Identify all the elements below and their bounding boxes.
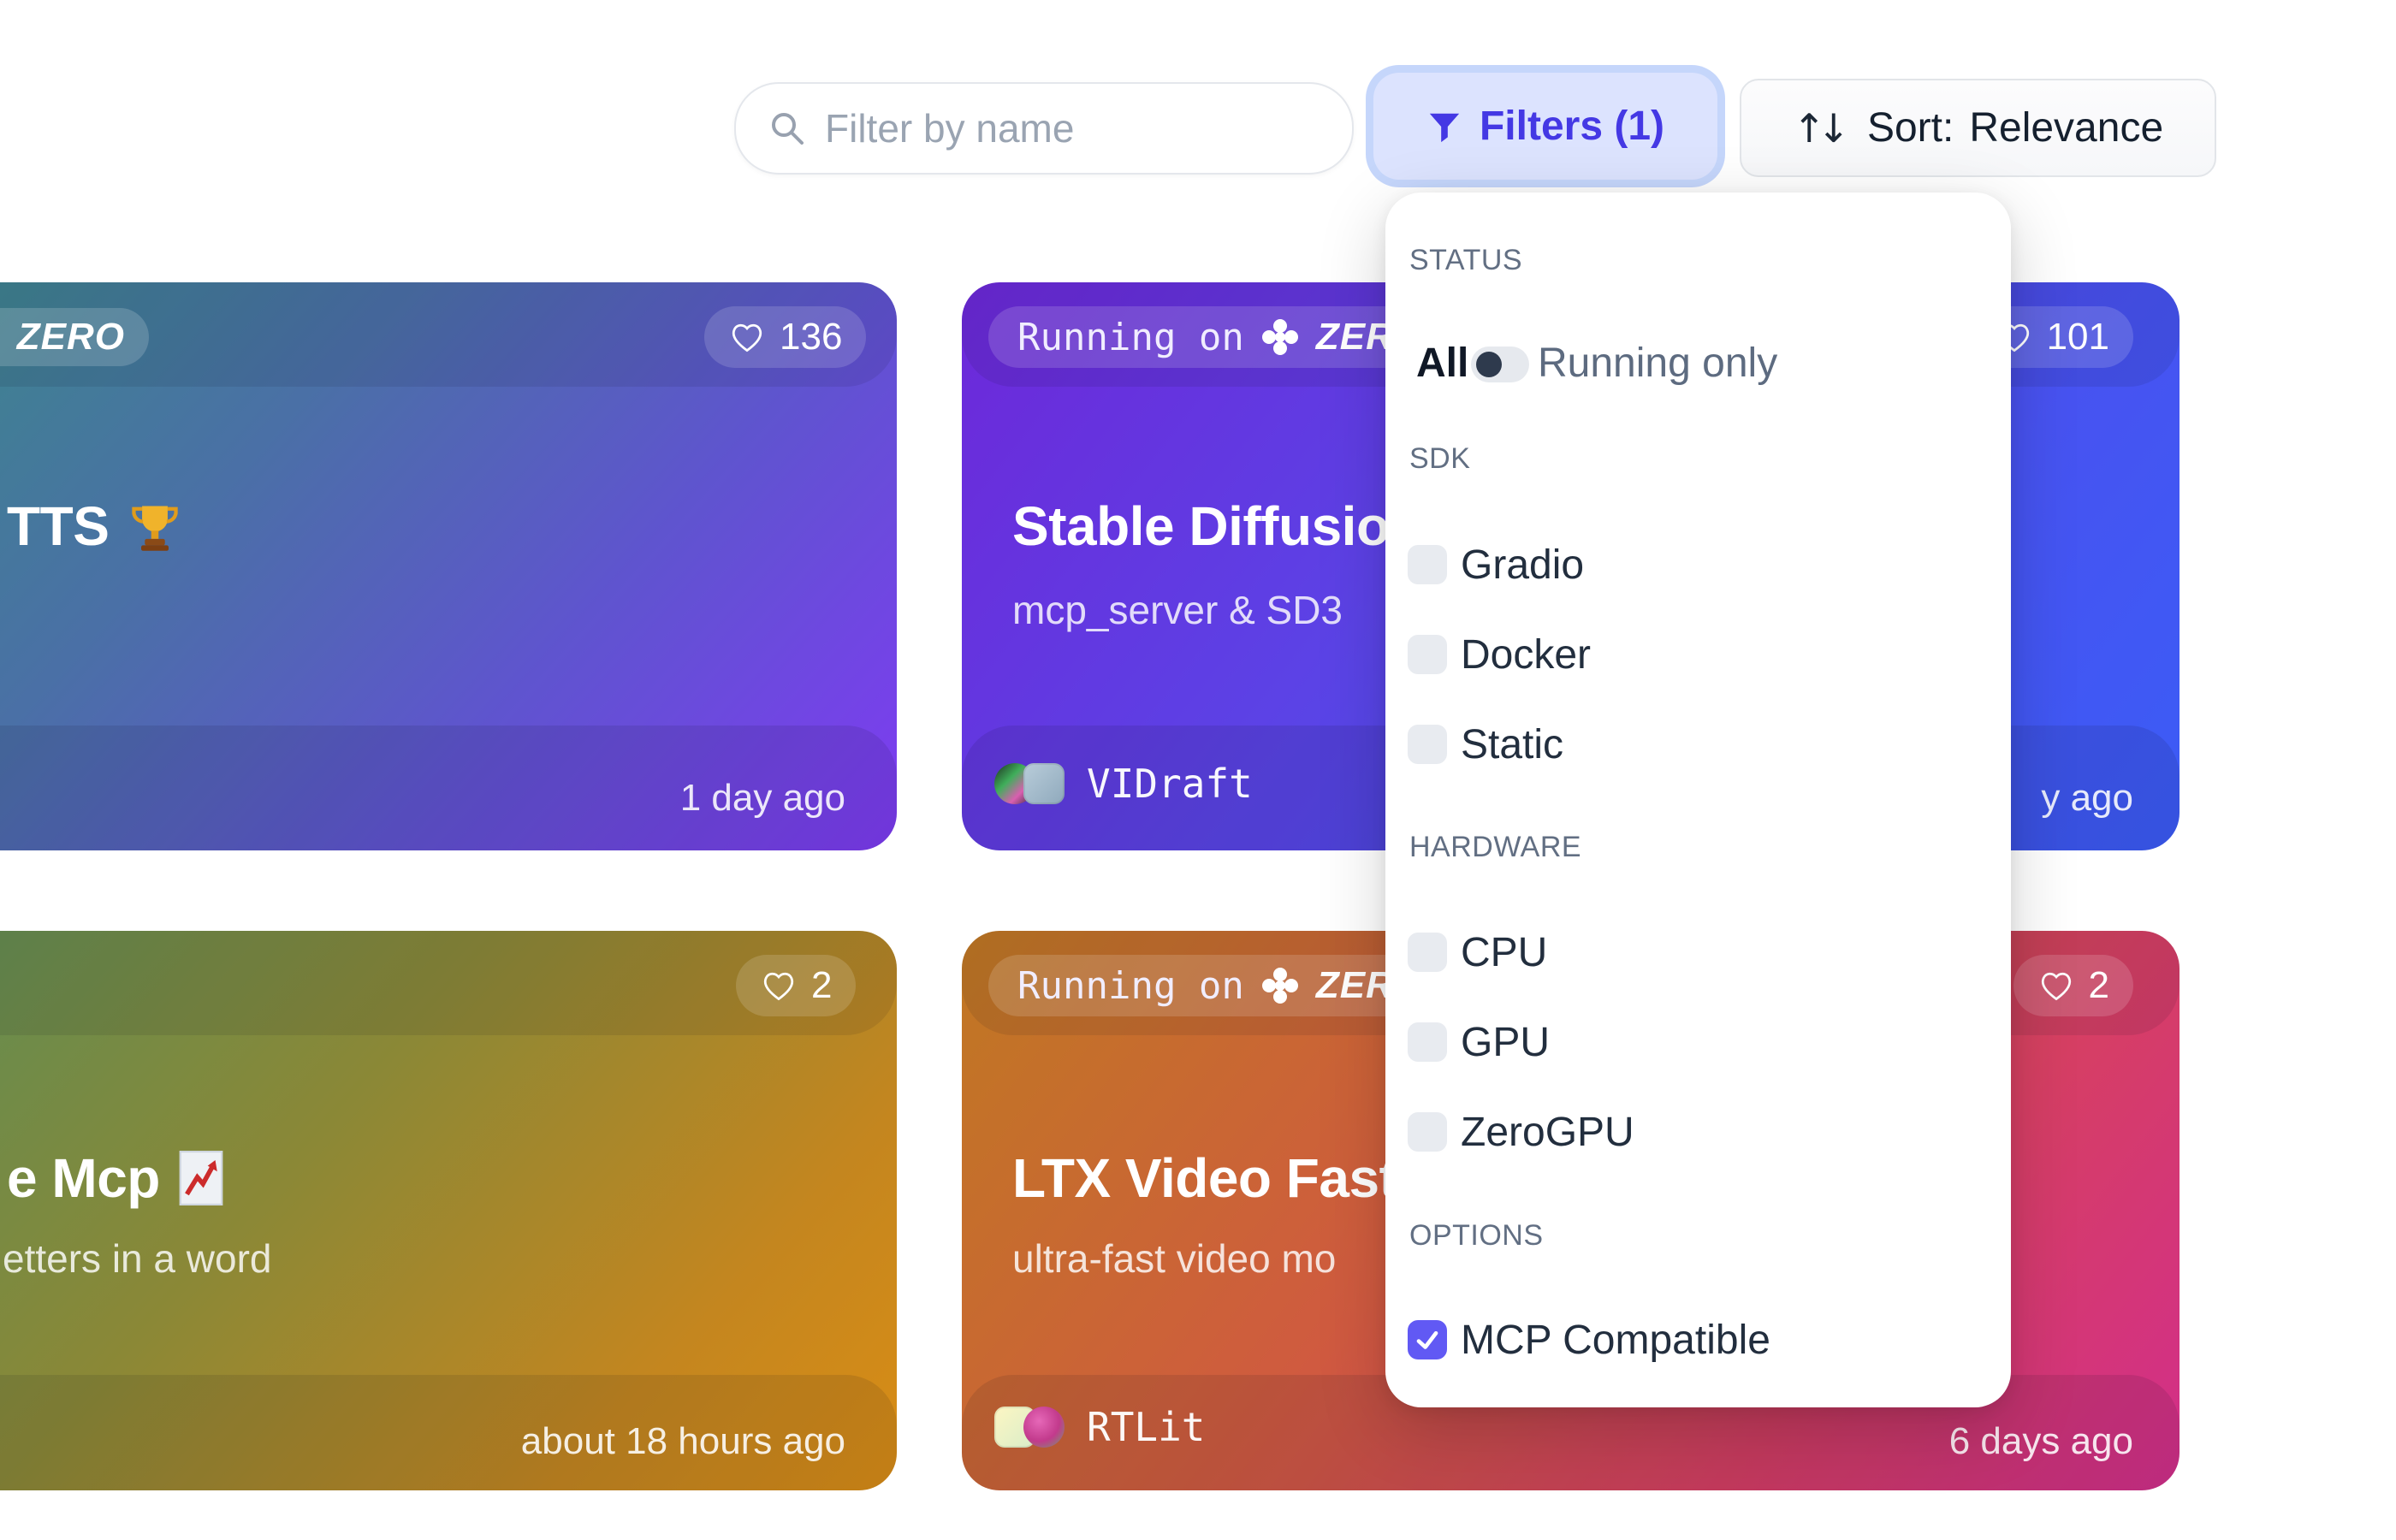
search-input[interactable] <box>823 104 1306 152</box>
hardware-option-label[interactable]: ZeroGPU <box>1461 1110 1634 1155</box>
filters-button-label: Filters (1) <box>1479 104 1665 149</box>
like-count-badge[interactable]: 136 <box>704 306 867 368</box>
avatar <box>1023 1407 1065 1448</box>
card-header-band <box>0 282 897 387</box>
like-count: 2 <box>2088 964 2109 1006</box>
toggle-knob <box>1476 352 1502 377</box>
status-all-label[interactable]: All <box>1416 341 1469 386</box>
like-count: 2 <box>811 964 833 1006</box>
space-title: Stable Diffusio <box>1012 495 1390 557</box>
sdk-option-label[interactable]: Docker <box>1461 632 1592 678</box>
author-row[interactable]: VIDraft <box>994 758 1253 809</box>
heart-icon <box>732 323 762 352</box>
section-header-options: OPTIONS <box>1409 1219 1544 1252</box>
heart-icon <box>2041 972 2071 1001</box>
sdk-option-label[interactable]: Static <box>1461 722 1564 767</box>
checkbox-gpu[interactable] <box>1408 1022 1447 1062</box>
hardware-option-label[interactable]: GPU <box>1461 1020 1551 1065</box>
filters-button[interactable]: Filters (1) <box>1373 73 1717 180</box>
sort-button[interactable]: ↑↓ Sort: Relevance <box>1740 79 2216 177</box>
search-icon <box>772 113 804 145</box>
running-only-toggle[interactable] <box>1471 346 1529 382</box>
sort-arrows-icon: ↑↓ <box>1792 104 1850 151</box>
author-row[interactable]: RTLit <box>994 1401 1205 1453</box>
filters-dropdown-panel: STATUS All Running only SDK Gradio Docke… <box>1385 192 2011 1407</box>
status-running-only-label[interactable]: Running only <box>1538 341 1778 386</box>
section-header-status: STATUS <box>1409 244 1523 276</box>
running-on-zero-badge: Running on ZERO <box>988 306 1454 368</box>
checkbox-mcp-compatible[interactable] <box>1408 1320 1447 1359</box>
heart-icon <box>763 972 794 1001</box>
updated-time: y ago <box>2041 777 2133 819</box>
space-description: ultra-fast video mo <box>1012 1236 1337 1281</box>
updated-time: 1 day ago <box>679 777 845 819</box>
card-footer-band <box>0 726 897 850</box>
like-count-badge[interactable]: 2 <box>736 955 857 1016</box>
sdk-option-label[interactable]: Gradio <box>1461 542 1585 588</box>
card-footer-band <box>0 1375 897 1490</box>
section-header-sdk: SDK <box>1409 442 1471 475</box>
space-description: etters in a word <box>3 1236 272 1281</box>
updated-time: 6 days ago <box>1948 1420 2133 1462</box>
sort-prefix-label: Sort: <box>1866 105 1954 151</box>
space-card-mcp[interactable]: 2 e Mcp etters in a word about 18 hours … <box>0 931 897 1490</box>
running-on-label: Running on <box>1017 315 1244 359</box>
running-on-label: Running on <box>1017 963 1244 1008</box>
space-title: TTS <box>7 495 182 558</box>
updated-time: about 18 hours ago <box>520 1420 845 1462</box>
zero-accel-label: ZERO <box>16 316 125 358</box>
avatar <box>1023 763 1065 804</box>
checkbox-docker[interactable] <box>1408 635 1447 674</box>
section-header-hardware: HARDWARE <box>1409 831 1582 863</box>
running-on-zero-badge: Running on ZERO <box>988 955 1454 1016</box>
like-count: 136 <box>780 316 843 358</box>
search-box <box>734 82 1354 175</box>
space-description: mcp_server & SD3 <box>1012 588 1343 632</box>
hardware-option-label[interactable]: CPU <box>1461 930 1548 975</box>
zerogpu-fan-icon <box>1261 319 1298 355</box>
like-count: 101 <box>2046 316 2109 358</box>
mcp-compatible-label[interactable]: MCP Compatible <box>1461 1318 1770 1363</box>
running-on-zero-badge: ZERO <box>0 308 149 366</box>
author-name: VIDraft <box>1087 761 1253 807</box>
space-title: LTX Video Fast <box>1012 1147 1397 1209</box>
zerogpu-fan-icon <box>1261 968 1298 1004</box>
card-header-band <box>0 931 897 1035</box>
checkbox-zerogpu[interactable] <box>1408 1112 1447 1152</box>
trophy-icon <box>132 506 179 551</box>
sort-value-label: Relevance <box>1969 105 2164 151</box>
checkbox-gradio[interactable] <box>1408 545 1447 584</box>
author-name: RTLit <box>1087 1404 1206 1450</box>
chart-increasing-icon <box>179 1151 223 1205</box>
like-count-badge[interactable]: 2 <box>2013 955 2133 1016</box>
checkbox-cpu[interactable] <box>1408 933 1447 972</box>
space-title: e Mcp <box>7 1146 223 1210</box>
space-card-tts[interactable]: ZERO 136 TTS 1 day ago <box>0 282 897 850</box>
check-icon <box>1416 1330 1438 1349</box>
checkbox-static[interactable] <box>1408 725 1447 764</box>
funnel-icon <box>1429 113 1460 142</box>
